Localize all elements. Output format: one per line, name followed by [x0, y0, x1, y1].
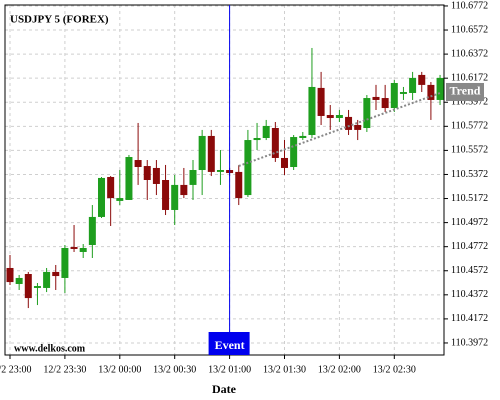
candle-body — [198, 135, 206, 171]
candle-body — [271, 128, 279, 158]
x-tick-label: 12/2 23:00 — [0, 364, 32, 375]
candle-body — [70, 247, 78, 249]
candle-body — [235, 171, 243, 199]
candle-body — [381, 98, 389, 109]
y-tick-label: 110.4572 — [451, 265, 488, 276]
candle-body — [363, 98, 371, 129]
candle-body — [107, 176, 115, 199]
candle-body — [326, 115, 334, 119]
candle-body — [162, 180, 170, 210]
candle-body — [79, 248, 87, 252]
y-tick-label: 110.5972 — [451, 97, 488, 108]
candle-body — [390, 82, 398, 109]
candle-body — [290, 137, 298, 168]
chart-title: USDJPY 5 (FOREX) — [10, 14, 109, 26]
marks — [6, 47, 444, 309]
y-tick-label: 110.3972 — [451, 337, 488, 348]
candle-body — [262, 125, 270, 138]
candle-body — [253, 137, 261, 141]
candle-body — [52, 271, 60, 277]
event-label-box — [208, 332, 250, 355]
y-tick-label: 110.6572 — [451, 24, 488, 35]
x-tick-label: 12/2 23:30 — [43, 364, 86, 375]
candle-body — [171, 184, 179, 210]
candle-body — [24, 273, 32, 299]
candle-body — [216, 170, 224, 172]
x-tick-label: 13/2 00:30 — [153, 364, 196, 375]
candle-body — [308, 86, 316, 135]
y-tick-label: 110.4772 — [451, 241, 488, 252]
x-tick-label: 13/2 00:00 — [98, 364, 141, 375]
candle-body — [143, 166, 151, 180]
x-tick-label: 13/2 01:00 — [208, 364, 251, 375]
candle-body — [6, 267, 14, 283]
candle-body — [418, 74, 426, 85]
candle-body — [88, 216, 96, 245]
candle-body — [207, 135, 215, 172]
candle-body — [335, 115, 343, 119]
candle-body — [436, 77, 444, 100]
candle-body — [61, 248, 69, 278]
candle-body — [409, 77, 417, 93]
candle-body — [317, 87, 325, 116]
candle-body — [125, 157, 133, 200]
x-tick-label: 13/2 02:00 — [318, 364, 361, 375]
candle-body — [345, 116, 353, 130]
candle-body — [299, 135, 307, 138]
candle-body — [399, 92, 407, 94]
candle-body — [354, 124, 362, 130]
candle-body — [427, 84, 435, 100]
y-tick-label: 110.5172 — [451, 193, 488, 204]
x-axis-label: Date — [212, 382, 237, 396]
candle-body — [180, 184, 188, 196]
trend-label-box — [446, 82, 484, 101]
candle-body — [244, 140, 252, 196]
watermark: www.delkos.com — [14, 343, 86, 354]
y-tick-label: 110.6772 — [451, 0, 488, 11]
x-tick-label: 13/2 01:30 — [263, 364, 306, 375]
y-tick-label: 110.4172 — [451, 313, 488, 324]
y-tick-label: 110.5372 — [451, 169, 488, 180]
trend-label: Trend — [450, 84, 481, 98]
y-tick-label: 110.6372 — [451, 48, 488, 59]
candle-body — [116, 198, 124, 201]
candle-body — [152, 167, 160, 184]
candle-body — [189, 170, 197, 185]
candle-body — [15, 277, 23, 284]
candle-body — [281, 157, 288, 168]
candle-body — [33, 286, 41, 288]
candle-body — [43, 271, 51, 288]
candle-body — [134, 160, 142, 168]
event-label: Event — [215, 338, 245, 352]
y-tick-label: 110.6172 — [451, 72, 488, 83]
y-tick-label: 110.5572 — [451, 145, 488, 156]
y-tick-label: 110.5772 — [451, 121, 488, 132]
y-tick-label: 110.4372 — [451, 289, 488, 300]
x-tick-label: 13/2 02:30 — [373, 364, 416, 375]
candle-body — [372, 96, 380, 100]
y-tick-label: 110.4972 — [451, 217, 488, 228]
candle-body — [98, 177, 105, 217]
